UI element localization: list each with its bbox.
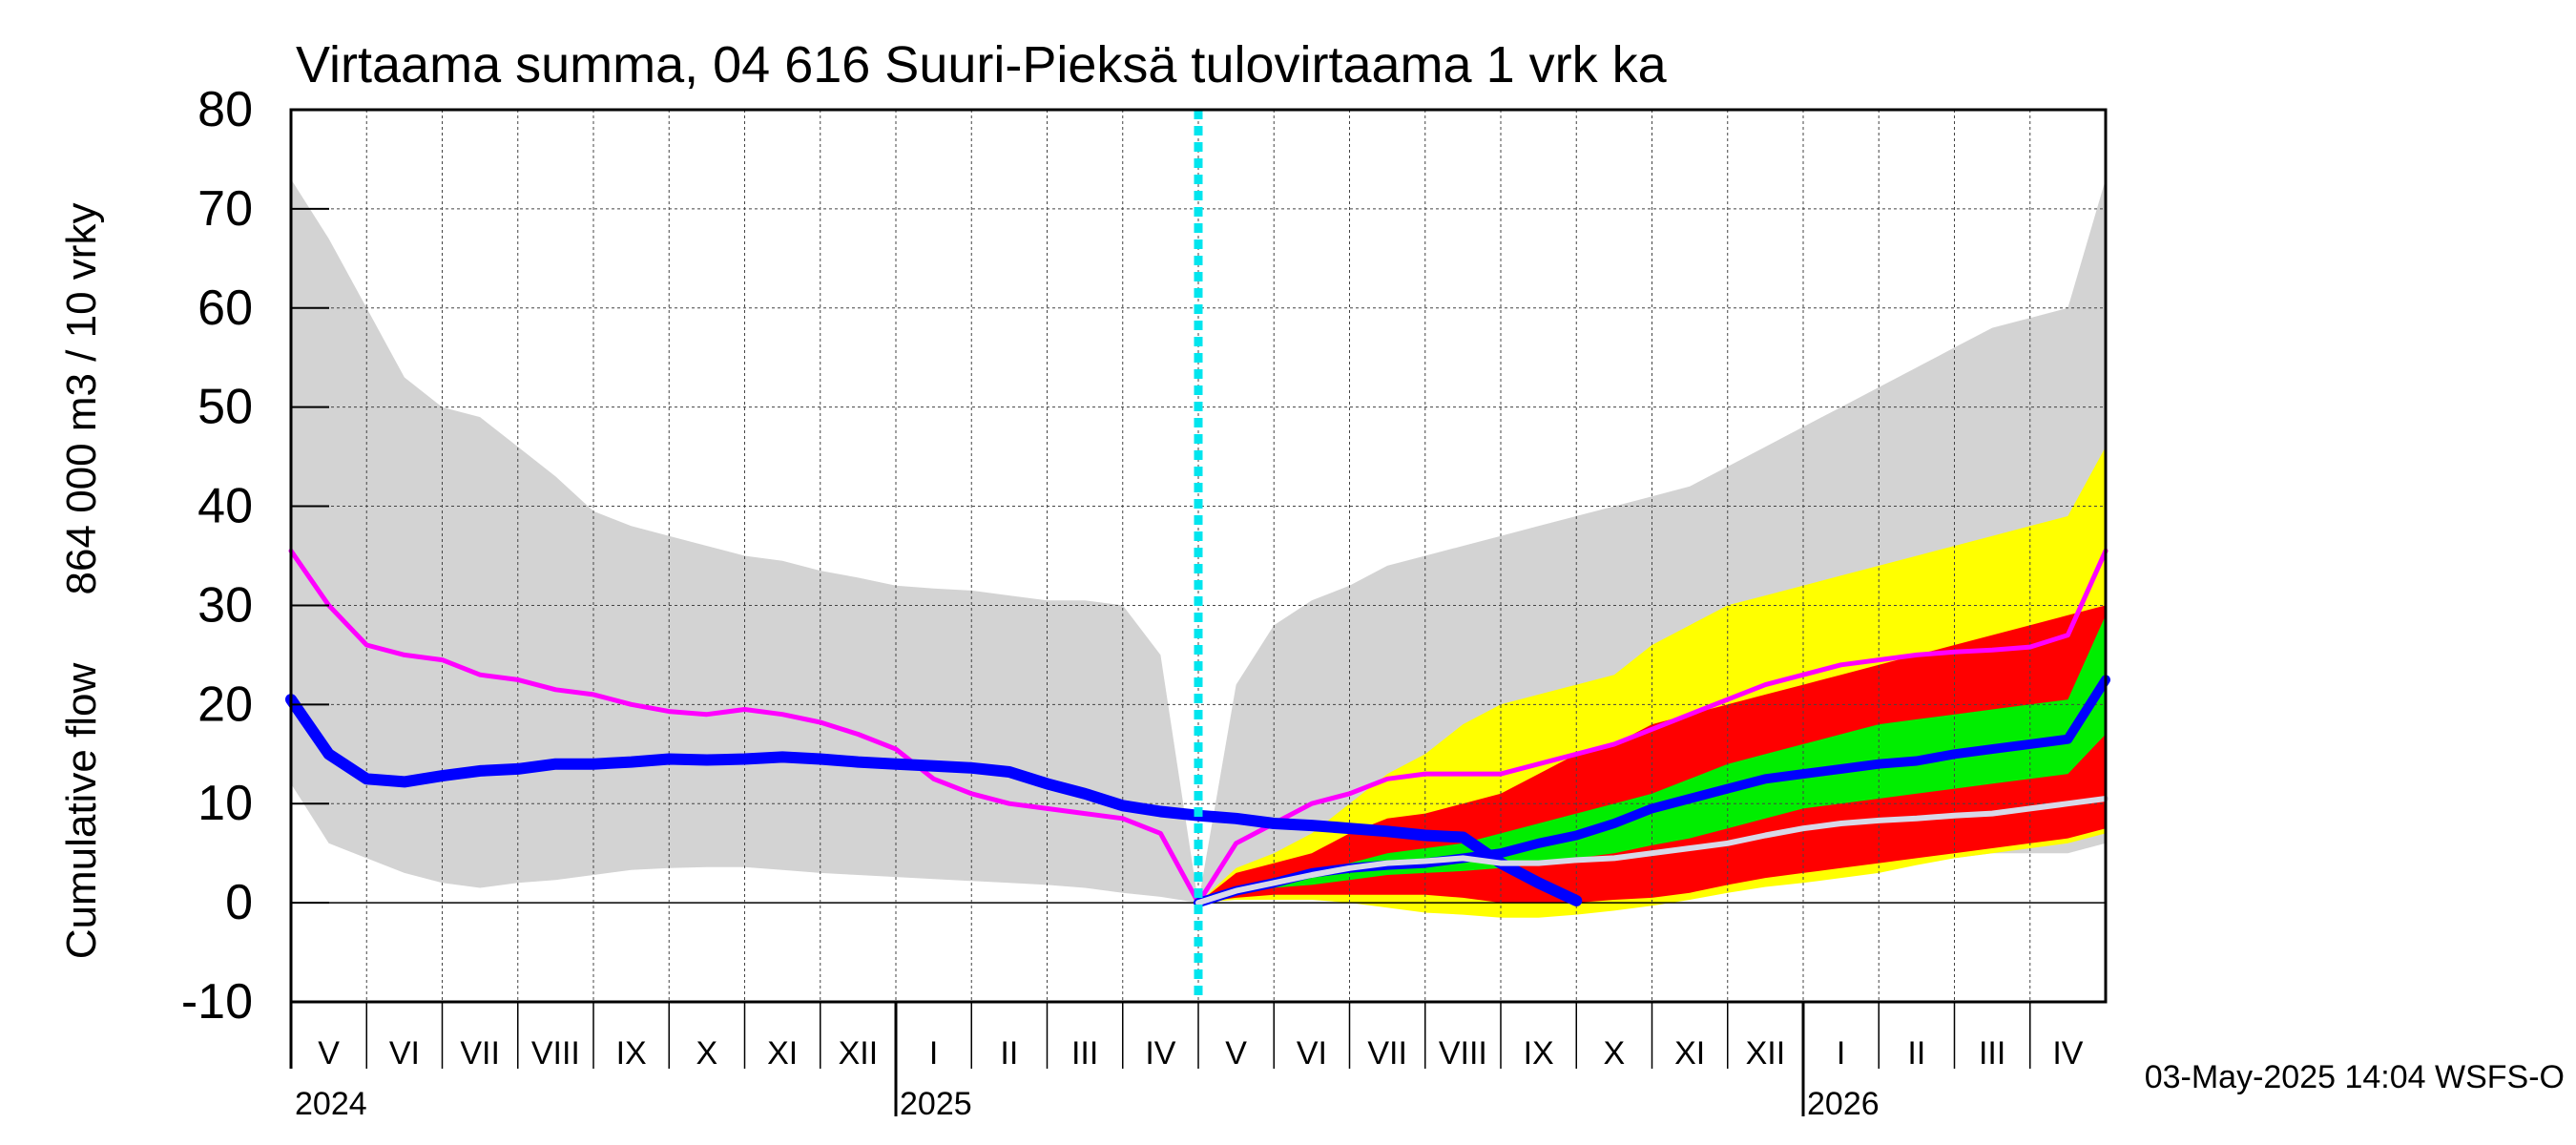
- month-label: VI: [389, 1035, 420, 1072]
- month-label: VIII: [1439, 1035, 1487, 1072]
- y-tick-label: 80: [197, 82, 253, 137]
- y-axis-label: 864 000 m3 / 10 vrky Cumulative flow: [58, 203, 105, 960]
- month-label: XI: [767, 1035, 798, 1072]
- y-tick-label: 60: [197, 281, 253, 336]
- y-tick-label: 50: [197, 380, 253, 435]
- y-tick-label: 40: [197, 479, 253, 534]
- line-simuloitu-historia: [285, 694, 1583, 906]
- month-label: VI: [1297, 1035, 1327, 1072]
- month-label: XII: [1746, 1035, 1786, 1072]
- month-label: IV: [2052, 1035, 2083, 1072]
- month-label: V: [1225, 1035, 1247, 1072]
- month-label: I: [929, 1035, 938, 1072]
- year-label: 2024: [295, 1086, 367, 1122]
- month-label: X: [696, 1035, 718, 1072]
- y-tick-label: 10: [197, 776, 253, 831]
- month-label: IX: [1524, 1035, 1554, 1072]
- month-label: III: [1979, 1035, 2005, 1072]
- y-axis-label-line1: 864 000 m3 / 10 vrky: [58, 203, 105, 595]
- month-label: VII: [460, 1035, 500, 1072]
- month-label: IV: [1145, 1035, 1175, 1072]
- month-label: III: [1071, 1035, 1098, 1072]
- month-label: I: [1837, 1035, 1845, 1072]
- line-median-continuation: [1195, 796, 2109, 906]
- month-label: V: [318, 1035, 340, 1072]
- y-tick-label: -10: [181, 974, 253, 1030]
- year-label: 2025: [900, 1086, 972, 1122]
- month-label: XI: [1674, 1035, 1705, 1072]
- month-label: II: [1907, 1035, 1925, 1072]
- y-tick-label: 20: [197, 677, 253, 732]
- month-label: VII: [1367, 1035, 1407, 1072]
- month-label: VIII: [531, 1035, 580, 1072]
- month-label: II: [1000, 1035, 1018, 1072]
- y-tick-label: 30: [197, 577, 253, 633]
- band-5-95-vaihteluv-li: [1198, 605, 2106, 904]
- timestamp-footer: 03-May-2025 14:04 WSFS-O: [2145, 1059, 2565, 1095]
- month-label: IX: [616, 1035, 647, 1072]
- chart-title: Virtaama summa, 04 616 Suuri-Pieksä tulo…: [296, 36, 1668, 94]
- y-tick-label: 70: [197, 181, 253, 237]
- month-label: XII: [839, 1035, 879, 1072]
- y-axis-label-line2: Cumulative flow: [58, 663, 105, 960]
- month-label: X: [1604, 1035, 1626, 1072]
- year-label: 2026: [1807, 1086, 1880, 1122]
- y-tick-label: 0: [225, 875, 253, 930]
- plot-lines: [285, 110, 2110, 1002]
